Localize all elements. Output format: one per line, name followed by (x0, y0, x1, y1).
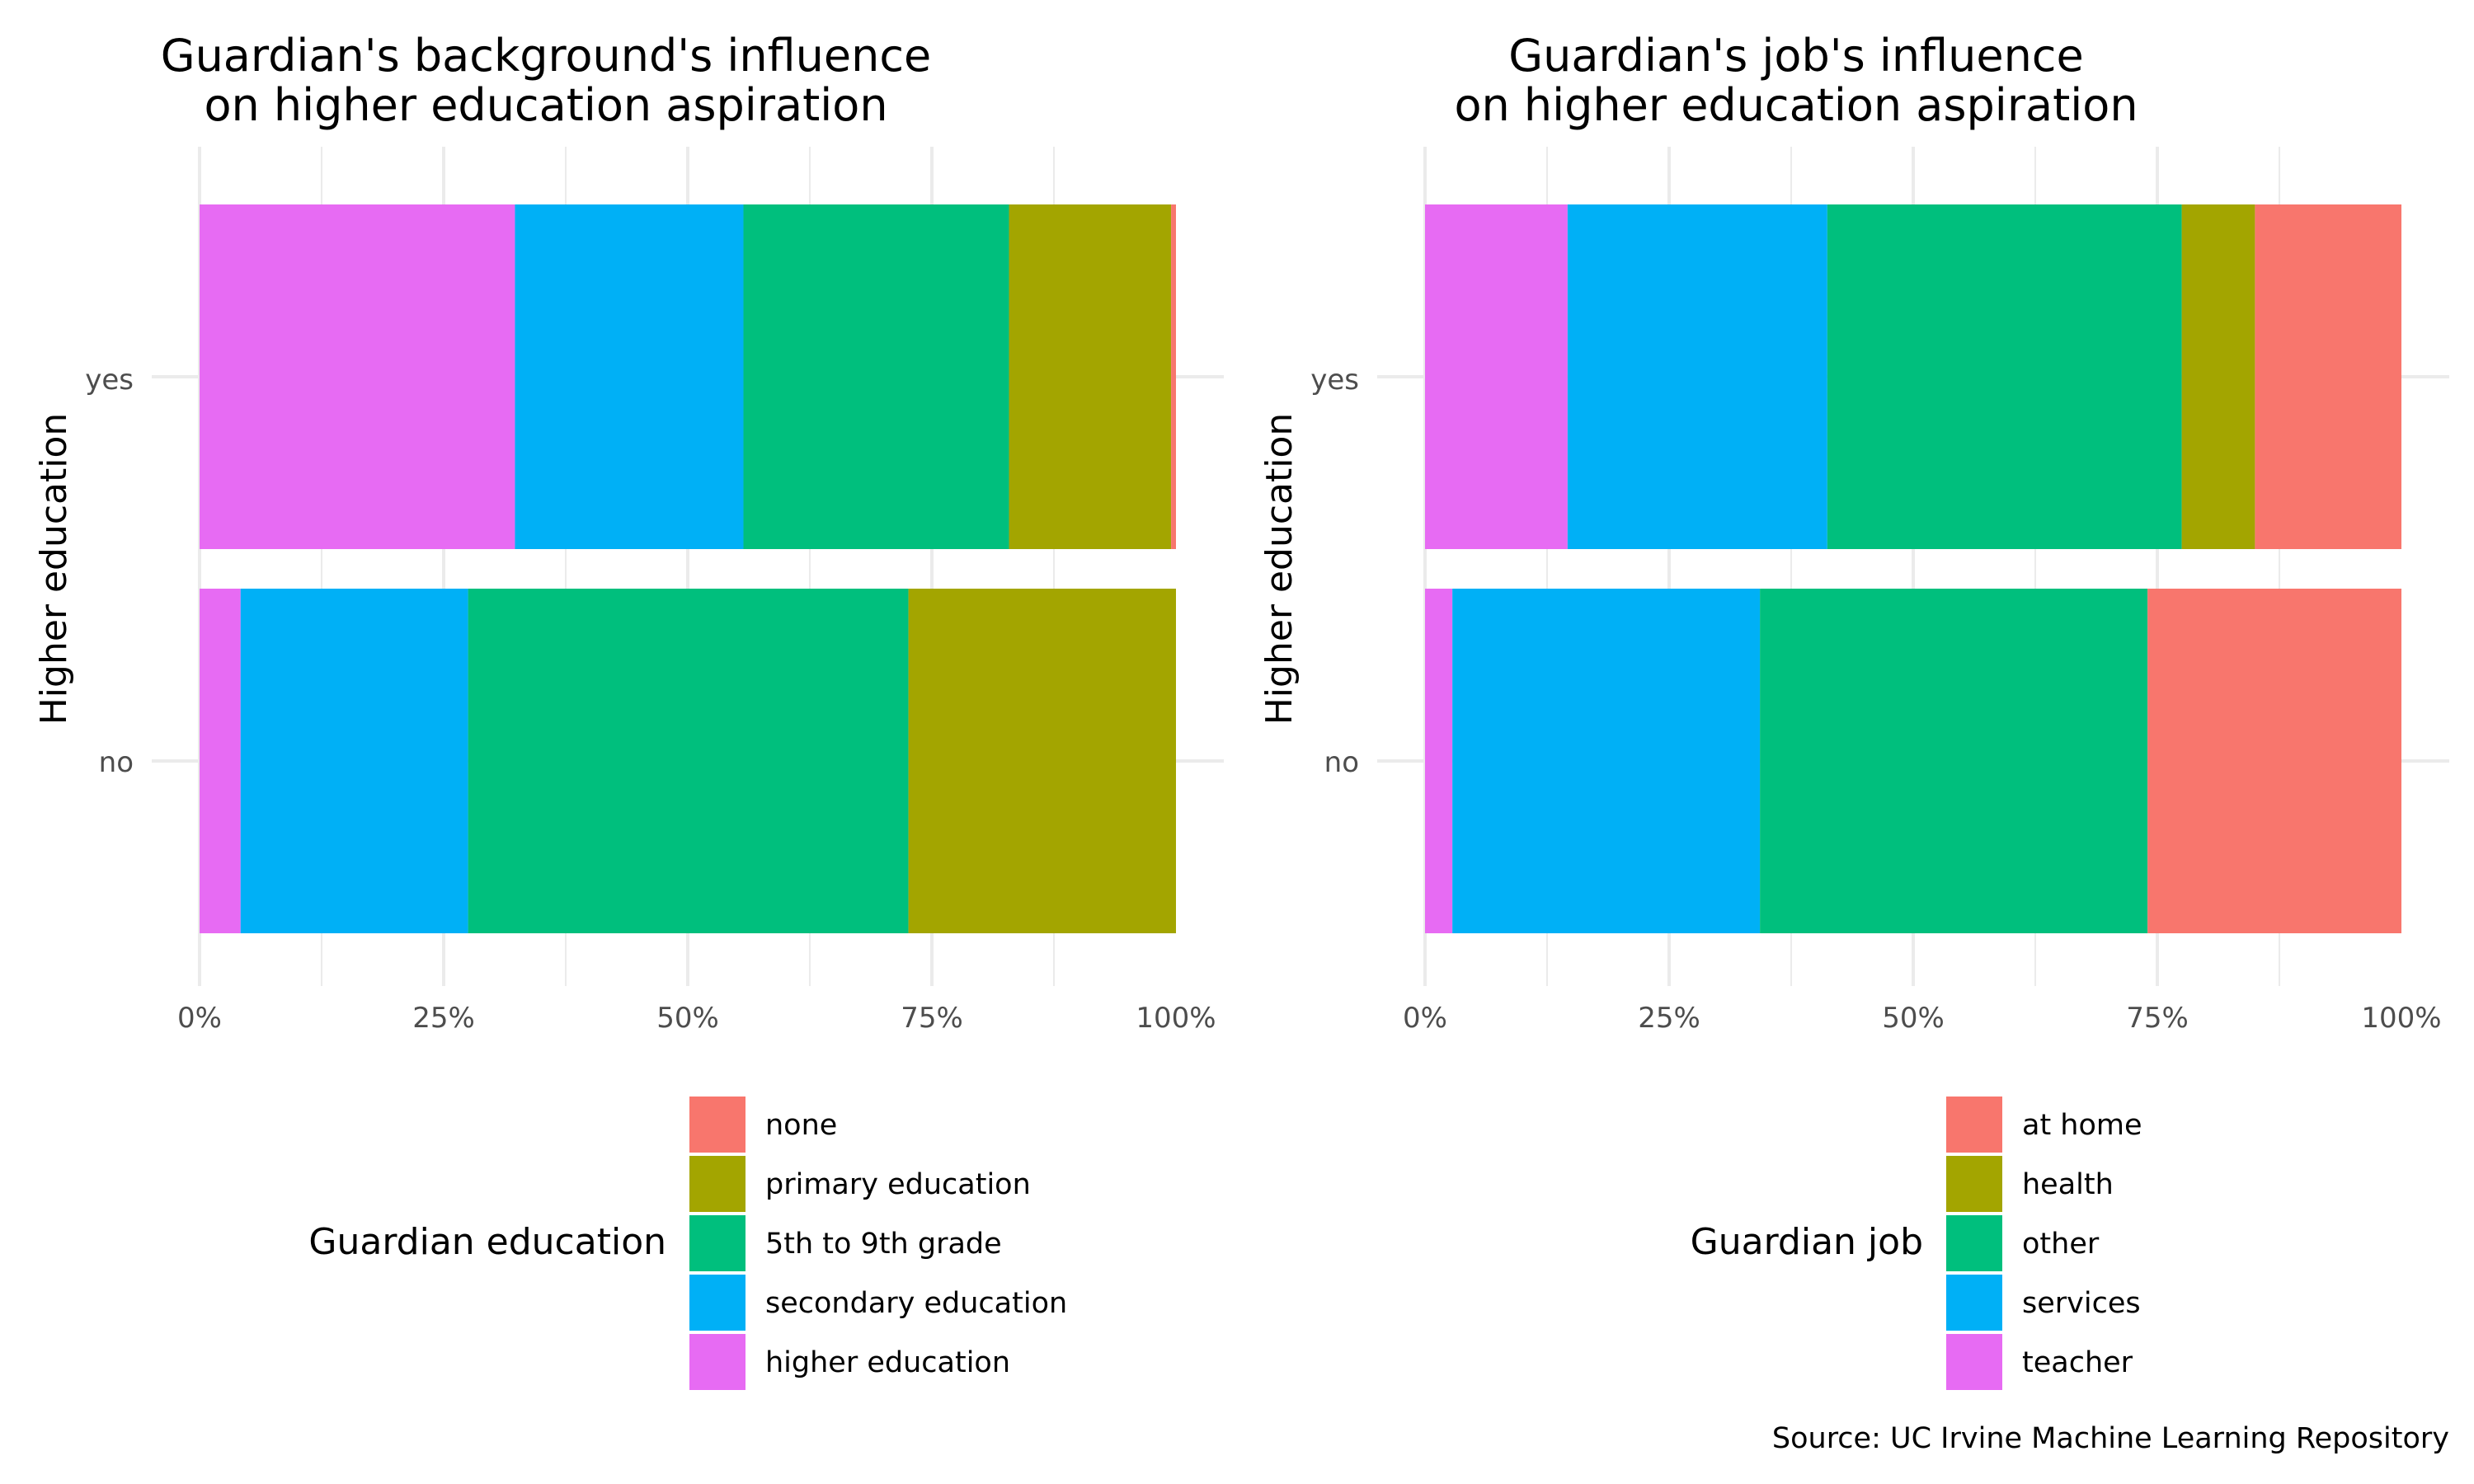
bar-yes-higher-education (200, 204, 515, 549)
source-caption: Source: UC Irvine Machine Learning Repos… (1772, 1422, 2449, 1455)
bar-no-teacher (1425, 589, 1453, 933)
y-tick-label-no: no (99, 746, 134, 779)
chart-title-line-2: on higher education aspiration (204, 79, 887, 131)
legend-label-5th-to-9th-grade: 5th to 9th grade (765, 1228, 1002, 1261)
legend: Guardian job at home health other services t… (1691, 1097, 2142, 1390)
panel-guardian-job: Guardian's job's influence on higher edu… (1258, 30, 2449, 1390)
y-tick-label-yes: yes (1310, 364, 1359, 397)
x-tick-label: 75% (901, 1002, 963, 1035)
bar-no-secondary-education (240, 589, 468, 933)
legend-swatch-health (1946, 1156, 2002, 1212)
legend-label-teacher: teacher (2022, 1346, 2133, 1379)
bar-yes-secondary-education (515, 204, 744, 549)
bar-no-services (1452, 589, 1761, 933)
legend-label-health: health (2022, 1168, 2114, 1201)
bars (1425, 204, 2401, 933)
legend-swatch-none (689, 1097, 745, 1153)
legend-swatch-other (1946, 1215, 2002, 1271)
x-tick-label: 50% (1882, 1002, 1945, 1035)
legend-label-at-home: at home (2022, 1109, 2142, 1142)
chart-title-line-1: Guardian's background's influence (161, 30, 932, 82)
legend-swatch-5th-to-9th-grade (689, 1215, 745, 1271)
x-tick-label: 100% (2361, 1002, 2441, 1035)
legend-label-primary-education: primary education (765, 1168, 1031, 1201)
bar-yes-at-home (2255, 204, 2401, 549)
legend-swatch-services (1946, 1275, 2002, 1331)
x-tick-labels: 0% 25% 50% 75% 100% (177, 1002, 1216, 1035)
legend: Guardian education none primary education… (308, 1097, 1067, 1390)
bar-no-other (1760, 589, 2148, 933)
bar-yes-5th-to-9th-grade (743, 204, 1009, 549)
legend-swatch-secondary-education (689, 1275, 745, 1331)
y-axis-label: Higher education (1258, 413, 1300, 726)
legend-swatch-higher-education (689, 1334, 745, 1390)
y-tick-label-no: no (1324, 746, 1359, 779)
bar-yes-primary-education (1009, 204, 1172, 549)
bar-yes-teacher (1425, 204, 1568, 549)
legend-label-higher-education: higher education (765, 1346, 1010, 1379)
x-tick-label: 50% (656, 1002, 719, 1035)
bar-no-5th-to-9th-grade (468, 589, 909, 933)
legend-label-secondary-education: secondary education (765, 1287, 1067, 1320)
legend-label-other: other (2022, 1228, 2100, 1261)
x-tick-label: 0% (177, 1002, 222, 1035)
legend-swatch-at-home (1946, 1097, 2002, 1153)
panel-guardian-education: Guardian's background's influence on hig… (33, 30, 1224, 1390)
legend-label-none: none (765, 1109, 837, 1142)
bars (200, 204, 1176, 933)
x-tick-label: 25% (1638, 1002, 1700, 1035)
y-axis-label: Higher education (33, 413, 75, 726)
legend-entries: none primary education 5th to 9th grade sec… (689, 1097, 1067, 1390)
bar-no-higher-education (200, 589, 241, 933)
chart-title-line-2: on higher education aspiration (1454, 79, 2138, 131)
x-tick-label: 25% (412, 1002, 475, 1035)
legend-label-services: services (2022, 1287, 2141, 1320)
bar-yes-none (1171, 204, 1176, 549)
y-tick-label-yes: yes (85, 364, 134, 397)
chart-title-line-1: Guardian's job's influence (1508, 30, 2083, 82)
bar-yes-services (1567, 204, 1827, 549)
x-tick-label: 75% (2126, 1002, 2189, 1035)
x-tick-label: 0% (1403, 1002, 1447, 1035)
legend-swatch-primary-education (689, 1156, 745, 1212)
legend-swatch-teacher (1946, 1334, 2002, 1390)
legend-title: Guardian job (1691, 1221, 1923, 1263)
legend-title: Guardian education (308, 1221, 666, 1263)
bar-no-primary-education (908, 589, 1176, 933)
legend-entries: at home health other services teacher (1946, 1097, 2142, 1390)
bar-yes-health (2181, 204, 2255, 549)
bar-no-at-home (2147, 589, 2401, 933)
bar-yes-other (1827, 204, 2182, 549)
x-tick-label: 100% (1136, 1002, 1216, 1035)
x-tick-labels: 0% 25% 50% 75% 100% (1403, 1002, 2442, 1035)
